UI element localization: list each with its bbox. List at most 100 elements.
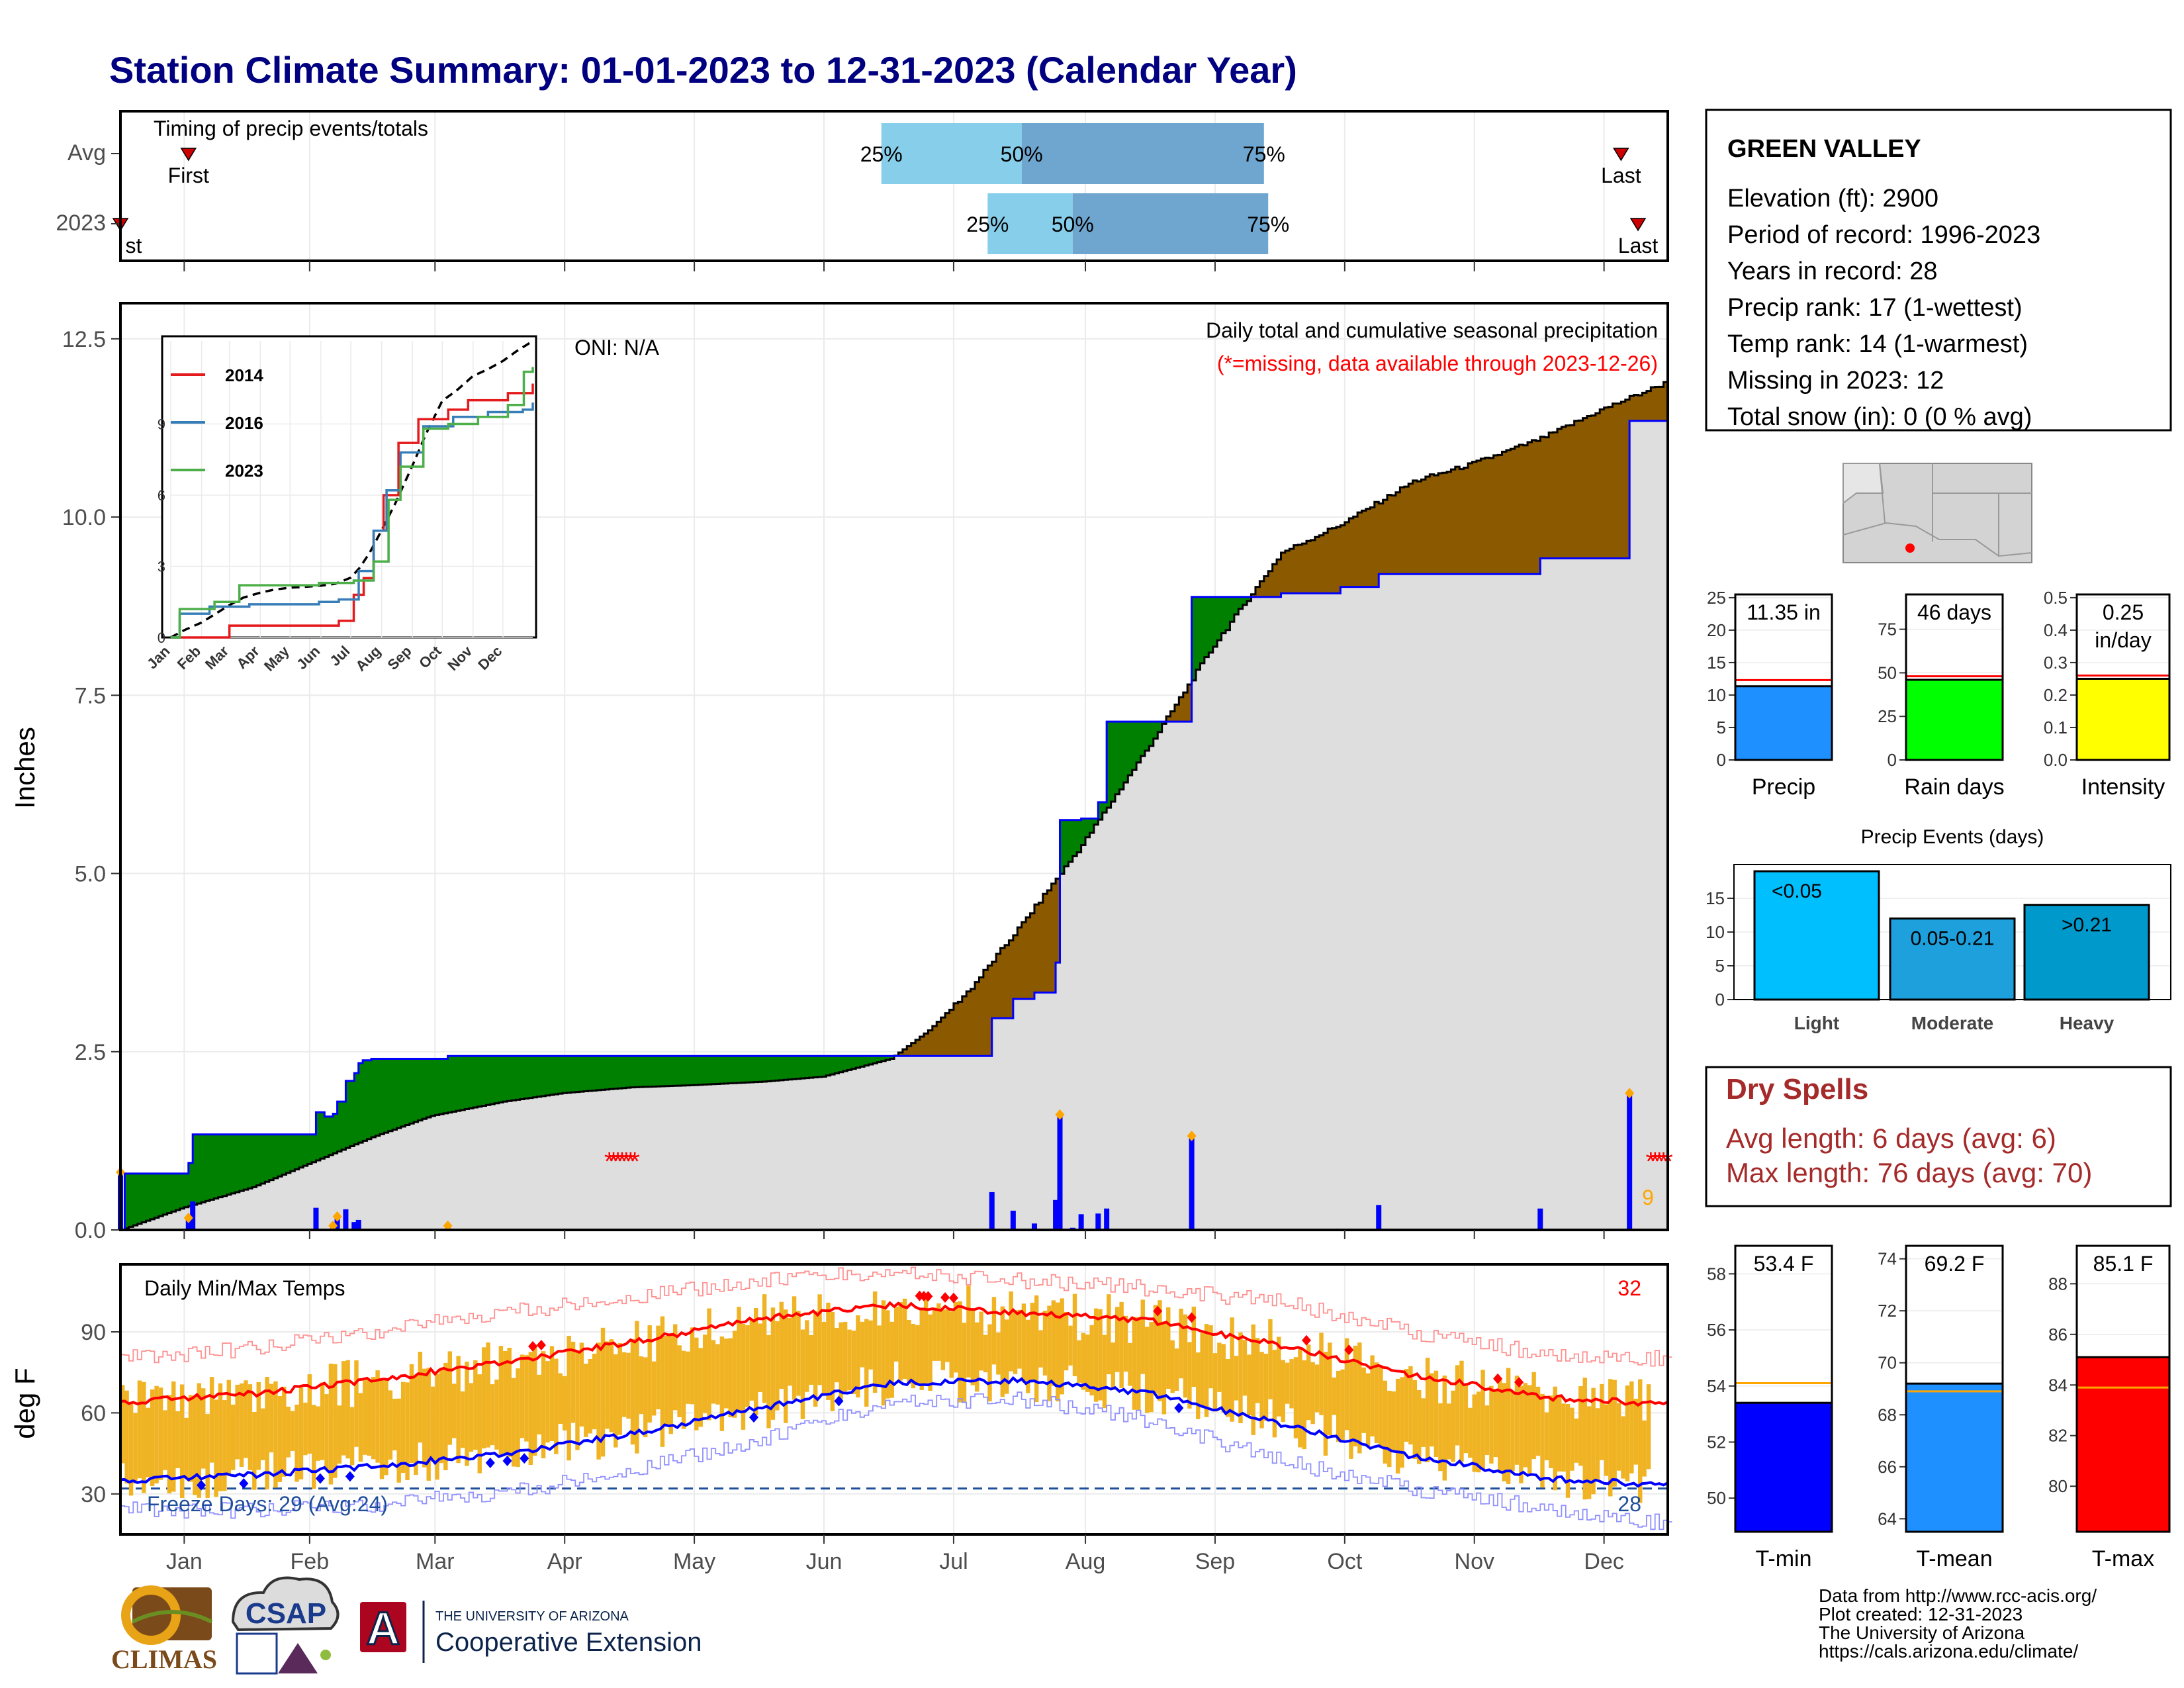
deficit-segment xyxy=(1255,586,1260,597)
page-title: Station Climate Summary: 01-01-2023 to 1… xyxy=(109,49,1297,91)
daily-temp-bar xyxy=(533,1344,537,1456)
daily-temp-bar xyxy=(1030,1303,1034,1383)
surplus-segment xyxy=(447,1056,453,1113)
daily-temp-bar xyxy=(715,1344,720,1405)
surplus-segment xyxy=(664,1056,670,1086)
daily-temp-bar xyxy=(124,1390,129,1483)
surplus-segment xyxy=(868,1056,874,1064)
timing-bars: 25% 50% 75% First Last 25% 50% 75% st Last xyxy=(112,123,1658,258)
events-y-tick-label: 10 xyxy=(1706,922,1725,942)
mini-y-tick-label: 0.1 xyxy=(2044,718,2068,737)
deficit-segment xyxy=(945,1013,950,1056)
surplus-segment xyxy=(877,1056,882,1062)
missing-count: 9 xyxy=(1642,1186,1654,1209)
mini-frame xyxy=(1905,593,2004,761)
daily-temp-bar xyxy=(337,1405,341,1464)
daily-temp-bar xyxy=(307,1374,312,1454)
surplus-segment xyxy=(541,1056,546,1096)
daily-temp-bar xyxy=(1111,1342,1115,1390)
surplus-segment xyxy=(273,1134,279,1178)
daily-temp-bar xyxy=(469,1383,474,1452)
surplus-segment xyxy=(614,1056,618,1089)
surplus-segment xyxy=(218,1134,223,1197)
surplus-segment xyxy=(295,1134,300,1170)
timing-grid xyxy=(183,111,1605,261)
surplus-segment xyxy=(1226,596,1230,630)
daily-temp-bar xyxy=(128,1402,134,1496)
deficit-segment xyxy=(1042,894,1048,993)
surplus-segment xyxy=(847,1056,852,1070)
surplus-segment xyxy=(741,1056,746,1083)
y-tick-label: 0.0 xyxy=(75,1218,106,1243)
surplus-segment xyxy=(813,1056,818,1078)
mini-y-tick-label: 5 xyxy=(1717,718,1726,737)
deficit-segment xyxy=(975,982,979,1056)
daily-temp-bar xyxy=(1642,1420,1647,1477)
surplus-segment xyxy=(414,1058,419,1122)
daily-temp-bar xyxy=(579,1342,584,1427)
record-high-marker xyxy=(1493,1373,1503,1384)
surplus-segment xyxy=(775,1056,780,1081)
daily-temp-bar xyxy=(209,1377,214,1463)
temp-series xyxy=(120,1266,1672,1530)
daily-precip-bar xyxy=(1095,1213,1101,1230)
deficit-segment xyxy=(940,1017,946,1056)
deficit-segment xyxy=(1417,481,1422,575)
surplus-segment xyxy=(507,1056,512,1102)
surplus-segment xyxy=(1077,820,1082,853)
deficit-segment xyxy=(1302,543,1307,594)
daily-temp-bar xyxy=(414,1375,418,1476)
record-high-marker xyxy=(1302,1335,1312,1346)
deficit-segment xyxy=(1472,461,1477,575)
daily-temp-bar xyxy=(282,1386,287,1477)
daily-precip-bar xyxy=(185,1219,191,1230)
daily-temp-bar xyxy=(545,1361,550,1443)
daily-temp-bar xyxy=(354,1360,359,1447)
timing-pct-label: 25% xyxy=(860,142,903,166)
daily-temp-bar xyxy=(1238,1332,1243,1423)
deficit-segment xyxy=(970,988,976,1056)
daily-temp-bar xyxy=(188,1395,193,1482)
daily-temp-bar xyxy=(1586,1406,1592,1499)
deficit-segment xyxy=(1514,446,1520,575)
temp-bar-charts: 50 52 54 56 58 53.4 F T-min 64 66 68 70 72 74 69.2 F T… xyxy=(1707,1244,2171,1571)
mini-value-bar xyxy=(1734,685,1833,761)
daily-temp-bar xyxy=(805,1320,809,1392)
daily-temp-bar xyxy=(796,1311,801,1396)
y-tick-label: 7.5 xyxy=(75,683,106,708)
deficit-segment xyxy=(1314,537,1320,594)
daily-temp-bar xyxy=(1196,1352,1201,1419)
dry-spells-title: Dry Spells xyxy=(1726,1073,1868,1105)
surplus-segment xyxy=(465,1056,470,1109)
deficit-segment xyxy=(898,1052,903,1056)
surplus-segment xyxy=(1102,802,1107,813)
ua-logo-small: THE UNIVERSITY OF ARIZONA xyxy=(435,1609,629,1624)
surplus-segment xyxy=(379,1058,385,1135)
mini-y-tick-label: 50 xyxy=(1707,1488,1726,1508)
daily-temp-bar xyxy=(1506,1368,1511,1484)
observed-cumulative-line xyxy=(120,420,1668,1231)
daily-temp-bar xyxy=(1102,1335,1107,1409)
timing-row-avg: Avg xyxy=(68,140,106,165)
temp-panel-title: Daily Min/Max Temps xyxy=(144,1276,345,1300)
deficit-segment xyxy=(1272,564,1277,597)
daily-temp-bar xyxy=(218,1383,223,1491)
surplus-segment xyxy=(1153,722,1158,739)
surplus-segment xyxy=(481,1056,486,1106)
surplus-segment xyxy=(252,1134,257,1188)
daily-temp-bar xyxy=(1306,1344,1311,1421)
surplus-segment xyxy=(1098,802,1103,820)
daily-temp-bar xyxy=(779,1301,784,1389)
daily-temp-bar xyxy=(290,1411,295,1451)
missing-day-marker: * xyxy=(617,1147,627,1176)
deficit-segment xyxy=(1370,507,1375,587)
mini-bar-charts: 0 5 10 15 20 25 11.35 in Precip 0 25 50 75 46 days Ra… xyxy=(1707,588,2171,800)
inset-y-tick-label: 0 xyxy=(158,630,165,646)
daily-temp-bar xyxy=(1370,1355,1375,1436)
daily-temp-bar xyxy=(1132,1317,1137,1410)
daily-precip-bar xyxy=(355,1219,361,1230)
extreme-precip-marker xyxy=(328,1220,338,1231)
average-max-line xyxy=(120,1301,1668,1407)
inset-legend-2023: 2023 xyxy=(225,461,263,481)
daily-temp-bar xyxy=(1085,1334,1090,1392)
